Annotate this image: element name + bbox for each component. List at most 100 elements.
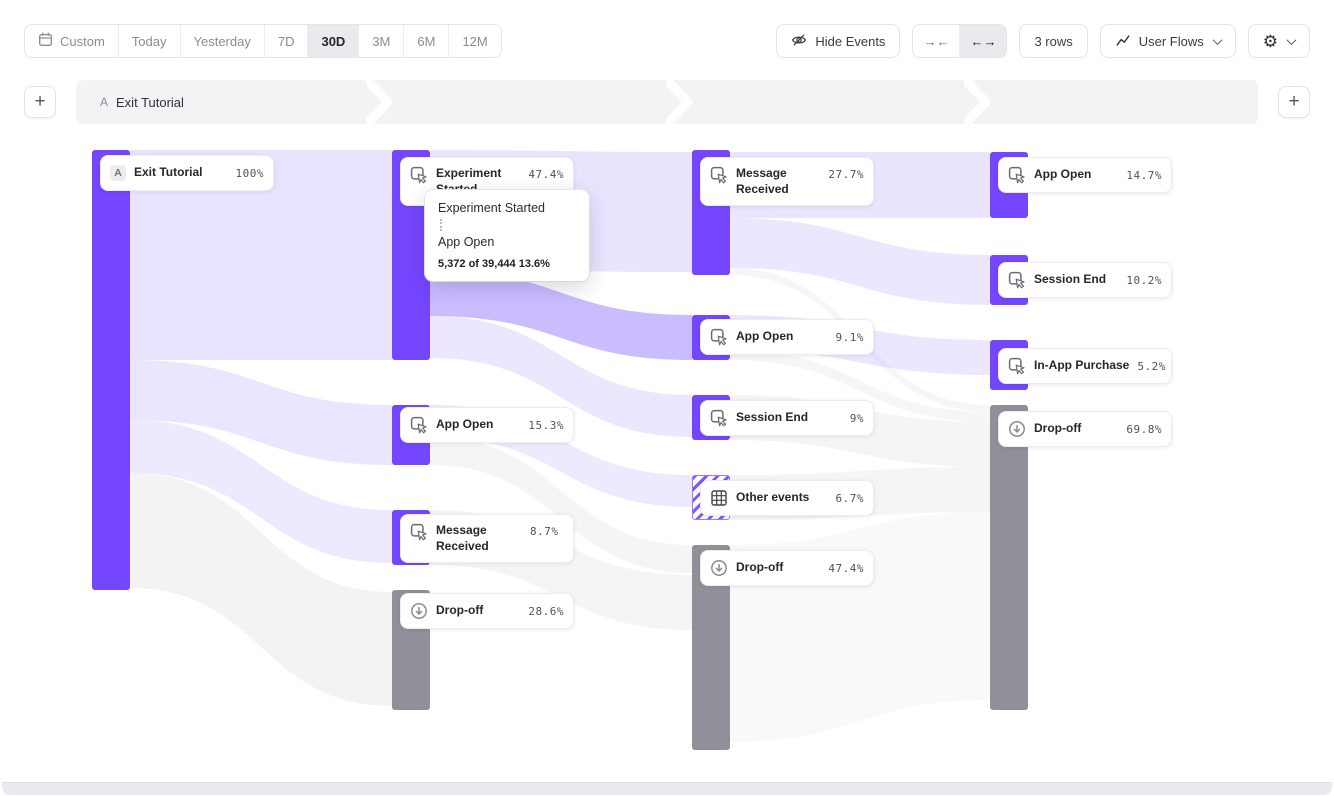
- range-12m-button[interactable]: 12M: [448, 25, 501, 57]
- tooltip-connector-dots: [440, 219, 442, 231]
- range-7d-button[interactable]: 7D: [263, 25, 308, 57]
- node-percentage: 5.2%: [1137, 359, 1166, 373]
- hide-events-label: Hide Events: [815, 33, 886, 49]
- collapse-columns-button[interactable]: →←: [913, 25, 960, 57]
- node-percentage: 14.7%: [1126, 168, 1162, 182]
- event-cursor-icon: [1008, 271, 1026, 289]
- range-custom-button[interactable]: Custom: [25, 25, 118, 57]
- step-a-text: Exit Tutorial: [116, 94, 184, 110]
- range-6m-button[interactable]: 6M: [403, 25, 449, 57]
- range-30d-button[interactable]: 30D: [307, 25, 359, 57]
- range-today-button[interactable]: Today: [117, 25, 180, 57]
- node-bar-dropoff[interactable]: [990, 405, 1028, 710]
- event-cursor-icon: [710, 409, 728, 427]
- step-a-label: A Exit Tutorial: [100, 95, 184, 110]
- bottom-scrollbar[interactable]: [2, 782, 1332, 795]
- event-cursor-icon: [1008, 357, 1026, 375]
- node-percentage: 8.7%: [530, 525, 559, 538]
- hide-events-button[interactable]: Hide Events: [776, 24, 901, 58]
- settings-button[interactable]: ⚙: [1247, 24, 1310, 58]
- range-label: Yesterday: [193, 33, 251, 49]
- node-percentage: 69.8%: [1126, 422, 1162, 436]
- node-card-in-app-purchase[interactable]: In-App Purchase 5.2%: [998, 348, 1172, 384]
- node-percentage: 28.6%: [528, 604, 564, 618]
- dropoff-arrow-icon: [710, 559, 728, 577]
- range-yesterday-button[interactable]: Yesterday: [179, 25, 264, 57]
- node-label: Message Received: [436, 523, 489, 553]
- gear-icon: ⚙: [1262, 31, 1278, 51]
- node-card-app-open[interactable]: App Open 9.1%: [700, 319, 874, 355]
- step-band[interactable]: A Exit Tutorial: [76, 80, 1258, 124]
- range-label: 3M: [372, 33, 391, 49]
- toolbar-right: Hide Events →← ←→ 3 rows User Flows ⚙: [776, 24, 1310, 58]
- node-bar-exit-tutorial[interactable]: [92, 150, 130, 590]
- add-step-left-button[interactable]: +: [24, 86, 56, 118]
- step-chevron: [964, 80, 991, 124]
- dropoff-arrow-icon: [410, 602, 428, 620]
- node-label: Session End: [736, 410, 809, 425]
- node-card-app-open[interactable]: App Open 15.3%: [400, 407, 574, 443]
- column-width-toggle: →← ←→: [912, 24, 1008, 58]
- range-label: 6M: [417, 33, 436, 49]
- event-cursor-icon: [1008, 166, 1026, 184]
- node-label: Drop-off: [1034, 421, 1082, 436]
- node-card-dropoff[interactable]: Drop-off 28.6%: [400, 593, 574, 629]
- plus-icon: +: [1288, 91, 1300, 112]
- node-card-message-received[interactable]: Message Received 27.7%: [700, 157, 874, 207]
- grid-icon: [710, 489, 728, 507]
- range-label: 30D: [321, 33, 346, 49]
- node-percentage: 47.4%: [528, 168, 564, 181]
- flow-tooltip: Experiment Started App Open 5,372 of 39,…: [425, 190, 589, 281]
- step-a-badge: A: [110, 165, 126, 181]
- calendar-icon: [38, 32, 53, 50]
- node-percentage: 27.7%: [828, 168, 864, 181]
- node-label: Drop-off: [736, 560, 784, 575]
- node-percentage: 47.4%: [828, 561, 864, 575]
- rows-button[interactable]: 3 rows: [1019, 24, 1088, 58]
- node-card-app-open[interactable]: App Open 14.7%: [998, 157, 1172, 193]
- dropoff-arrow-icon: [1008, 420, 1026, 438]
- view-selector-label: User Flows: [1138, 33, 1204, 49]
- toolbar: Custom Today Yesterday 7D 30D 3M 6M 12M …: [24, 24, 1310, 58]
- view-selector-button[interactable]: User Flows: [1099, 24, 1236, 58]
- node-label: Drop-off: [436, 603, 484, 618]
- node-card-exit-tutorial[interactable]: A Exit Tutorial 100%: [100, 155, 274, 191]
- collapse-arrows-icon: →←: [923, 33, 950, 49]
- event-cursor-icon: [410, 166, 428, 184]
- event-cursor-icon: [710, 328, 728, 346]
- step-chevron: [666, 80, 693, 124]
- node-label: App Open: [1034, 167, 1092, 182]
- node-label: App Open: [436, 417, 494, 432]
- node-card-session-end[interactable]: Session End 10.2%: [998, 262, 1172, 298]
- rows-label: 3 rows: [1034, 33, 1073, 49]
- node-label: Other events: [736, 490, 810, 505]
- range-label: Custom: [60, 33, 105, 49]
- node-label: Exit Tutorial: [134, 165, 203, 180]
- event-cursor-icon: [710, 166, 728, 184]
- eye-off-icon: [791, 32, 807, 51]
- tooltip-to-event: App Open: [438, 235, 495, 249]
- node-card-dropoff[interactable]: Drop-off 47.4%: [700, 550, 874, 586]
- user-flows-icon: [1115, 32, 1131, 51]
- expand-columns-button[interactable]: ←→: [959, 25, 1007, 57]
- node-card-other-events[interactable]: Other events 6.7%: [700, 480, 874, 516]
- date-range-control: Custom Today Yesterday 7D 30D 3M 6M 12M: [24, 24, 502, 58]
- step-chevron: [366, 80, 393, 124]
- node-percentage: 9%: [849, 411, 864, 425]
- node-percentage: 10.2%: [1126, 273, 1162, 287]
- range-3m-button[interactable]: 3M: [358, 25, 404, 57]
- node-card-session-end[interactable]: Session End 9%: [700, 400, 874, 436]
- node-percentage: 9.1%: [835, 330, 864, 344]
- node-card-dropoff[interactable]: Drop-off 69.8%: [998, 411, 1172, 447]
- node-percentage: 100%: [235, 166, 264, 180]
- node-label: Session End: [1034, 272, 1107, 287]
- node-label: Message Received: [736, 166, 789, 196]
- chevron-down-icon: [1286, 34, 1297, 45]
- node-percentage: 15.3%: [528, 418, 564, 432]
- range-label: Today: [131, 33, 167, 49]
- plus-icon: +: [34, 91, 46, 112]
- node-card-message-received[interactable]: Message Received 8.7%: [400, 514, 574, 564]
- add-step-right-button[interactable]: +: [1278, 86, 1310, 118]
- node-percentage: 6.7%: [835, 491, 864, 505]
